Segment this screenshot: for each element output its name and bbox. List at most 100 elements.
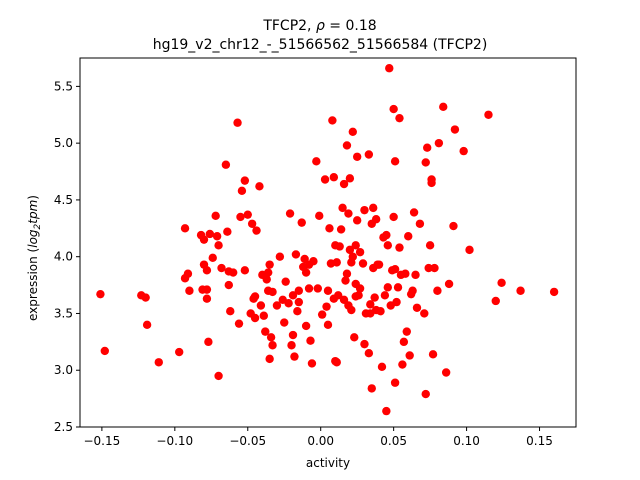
- data-point-21: [211, 211, 220, 221]
- x-tick-label: 0.05: [380, 434, 407, 448]
- data-point-37: [240, 266, 250, 275]
- data-point-94: [329, 173, 339, 182]
- data-point-195: [484, 110, 493, 119]
- data-point-115: [348, 127, 357, 136]
- data-point-62: [281, 277, 290, 286]
- data-point-83: [312, 157, 321, 166]
- data-point-146: [380, 291, 390, 300]
- data-point-124: [355, 247, 365, 257]
- data-point-132: [366, 300, 375, 309]
- data-point-187: [434, 138, 444, 148]
- data-point-88: [322, 302, 331, 311]
- y-axis-label: expression (log2tpm): [26, 195, 43, 321]
- axes-layer: −0.15 −0.10 −0.05 0.00 0.05 0.10 0.15 2.5 3.0 3.5…: [54, 57, 577, 448]
- data-point-172: [409, 208, 419, 217]
- x-tick-label: −0.10: [156, 434, 193, 448]
- data-point-105: [339, 295, 349, 305]
- data-point-55: [266, 333, 276, 342]
- data-point-149: [383, 283, 393, 292]
- data-point-58: [272, 301, 282, 310]
- data-point-165: [399, 337, 409, 347]
- data-point-197: [497, 278, 506, 288]
- data-point-158: [390, 378, 400, 387]
- data-point-147: [382, 406, 391, 416]
- data-point-16: [202, 285, 212, 294]
- data-point-35: [237, 186, 247, 196]
- data-point-166: [401, 269, 410, 278]
- data-point-81: [307, 359, 317, 368]
- data-point-131: [364, 349, 374, 358]
- data-point-102: [336, 225, 346, 234]
- data-point-192: [450, 125, 460, 134]
- data-point-23: [214, 371, 223, 381]
- data-point-7: [180, 224, 190, 233]
- data-point-19: [205, 229, 215, 239]
- data-point-108: [342, 269, 352, 278]
- data-point-164: [398, 360, 407, 369]
- data-point-148: [382, 230, 391, 240]
- data-point-45: [255, 182, 264, 191]
- y-tick-label: 5.0: [54, 136, 73, 150]
- data-point-139: [371, 215, 381, 224]
- data-point-17: [202, 266, 212, 275]
- data-point-196: [491, 296, 500, 306]
- data-point-188: [439, 102, 448, 112]
- data-point-162: [395, 243, 404, 252]
- x-tick-label: −0.05: [229, 434, 266, 448]
- data-point-61: [280, 318, 289, 327]
- data-point-46: [256, 301, 266, 310]
- data-point-128: [360, 205, 369, 215]
- data-point-43: [250, 292, 260, 301]
- chart-title-line1: TFCP2, ρ = 0.18: [262, 18, 376, 34]
- plot-frame: [79, 57, 577, 428]
- data-point-63: [284, 299, 293, 308]
- data-point-38: [243, 210, 252, 219]
- x-tick-label: −0.15: [83, 434, 120, 448]
- data-point-42: [250, 313, 260, 323]
- data-point-84: [313, 284, 322, 293]
- data-point-194: [465, 245, 474, 255]
- data-point-150: [383, 241, 393, 250]
- data-point-175: [415, 219, 425, 228]
- data-point-82: [309, 257, 318, 266]
- data-point-65: [287, 341, 296, 350]
- data-point-107: [342, 141, 352, 150]
- data-point-112: [345, 245, 355, 255]
- data-point-4: [142, 320, 152, 330]
- data-point-117: [350, 333, 359, 342]
- data-point-151: [385, 64, 394, 73]
- data-point-91: [325, 224, 334, 233]
- data-point-20: [208, 253, 217, 263]
- data-point-73: [297, 218, 306, 227]
- chart-title-line2: hg19_v2_chr12_-_51566562_51566584 (TFCP2…: [153, 37, 488, 53]
- y-tick-label: 3.5: [54, 306, 73, 320]
- data-point-154: [389, 212, 398, 222]
- data-point-198: [516, 286, 525, 295]
- data-point-87: [320, 175, 330, 184]
- data-point-130: [364, 150, 374, 159]
- data-point-72: [294, 286, 304, 295]
- data-point-191: [449, 221, 458, 231]
- y-tick-label: 4.5: [54, 193, 73, 207]
- data-point-184: [428, 350, 438, 359]
- data-point-56: [268, 341, 277, 350]
- data-point-57: [268, 287, 277, 297]
- data-point-155: [389, 104, 398, 114]
- data-point-10: [185, 286, 194, 295]
- data-point-54: [265, 260, 274, 269]
- data-point-125: [355, 284, 365, 293]
- data-point-168: [404, 232, 413, 241]
- data-point-167: [402, 327, 411, 336]
- data-point-1: [100, 346, 110, 356]
- data-point-6: [175, 347, 184, 357]
- data-point-144: [377, 362, 387, 372]
- data-point-80: [306, 336, 315, 345]
- data-point-32: [233, 118, 242, 127]
- data-point-156: [390, 264, 400, 274]
- data-point-174: [412, 303, 422, 312]
- data-point-36: [240, 176, 250, 185]
- data-point-40: [247, 219, 257, 228]
- data-point-15: [202, 294, 212, 303]
- data-point-59: [275, 252, 285, 261]
